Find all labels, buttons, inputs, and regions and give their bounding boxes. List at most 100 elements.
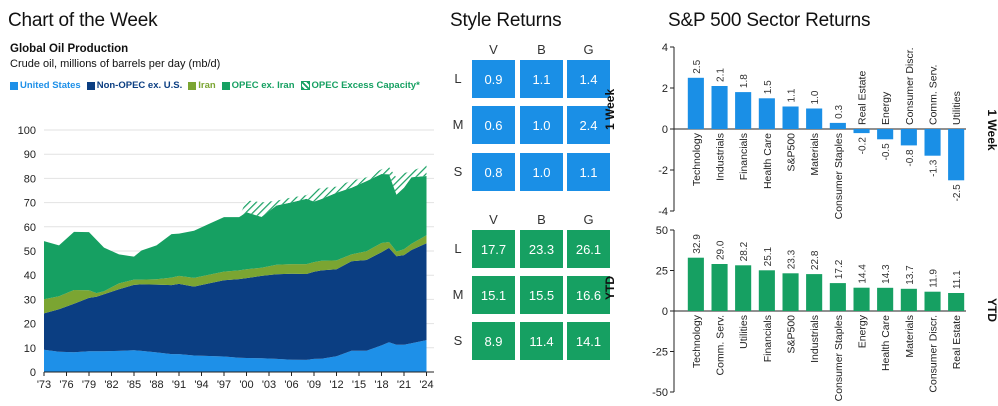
oil-chart-legend: United States Non-OPEC ex. U.S. Iran OPEC e… <box>10 80 420 91</box>
sector-ytd-bar-materials <box>900 288 917 311</box>
sector-ytd-category-label: S&P500 <box>786 315 798 354</box>
style-ytd-cell: 23.3 <box>520 230 563 268</box>
sector-ytd-y-tick-label: 0 <box>662 306 668 318</box>
sector-ytd-y-tick-label: 50 <box>656 225 668 237</box>
sector-ytd-value-label: 11.1 <box>952 270 963 289</box>
sector-week-category-label: Consumer Staples <box>833 133 845 219</box>
style-week-cell: 0.6 <box>472 106 515 144</box>
style-week-row-header: M <box>452 117 464 132</box>
oil-y-tick-label: 20 <box>24 319 36 331</box>
sector-week-y-tick-label: -2 <box>658 165 668 177</box>
style-week-cell: 1.0 <box>520 106 563 144</box>
oil-area-opec-excess-capacity <box>44 165 427 257</box>
style-ytd-col-header: G <box>583 212 594 227</box>
style-ytd-cell: 26.1 <box>567 230 610 268</box>
sector-ytd-value-label: 13.7 <box>905 265 916 285</box>
sector-ytd-value-label: 14.4 <box>858 264 869 284</box>
sector-ytd-bar-s-p500 <box>782 273 799 311</box>
oil-area-opec-ex-iran <box>44 174 427 300</box>
oil-x-tick-label: '91 <box>172 379 186 391</box>
style-week-row-header: L <box>454 71 462 86</box>
oil-x-tick-label: '09 <box>307 379 321 391</box>
sector-week-value-label: -0.2 <box>858 137 869 155</box>
sector-ytd-category-label: Utilities <box>738 315 750 349</box>
sector-week-value-label: 1.0 <box>810 90 821 104</box>
sector-week-bar-comm-serv <box>924 129 941 156</box>
oil-y-tick-label: 0 <box>30 367 36 379</box>
style-week-cell: 1.1 <box>567 153 610 191</box>
sector-ytd-bar-utilities <box>735 265 752 311</box>
sector-ytd-bar-consumer-discr <box>924 291 941 311</box>
sector-ytd-y-tick-label: -50 <box>652 387 668 399</box>
oil-chart-unit-label: Crude oil, millions of barrels per day (… <box>10 58 221 70</box>
sector-week-category-label: Technology <box>691 132 703 186</box>
sector-week-bar-consumer-discr <box>900 129 917 146</box>
oil-x-tick-label: '88 <box>149 379 163 391</box>
sector-ytd-value-label: 14.3 <box>881 264 892 284</box>
sector-week-side-label: 1 Week <box>985 109 998 150</box>
sector-returns-chart: -4 -2 0 2 4 2.5 Technology 2.1 Industrials 1.8 Fin… <box>652 42 998 401</box>
sector-week-y-tick-label: -4 <box>658 206 668 218</box>
sector-ytd-category-label: Industrials <box>809 315 821 363</box>
oil-y-tick-label: 50 <box>24 246 36 258</box>
legend-label: OPEC ex. Iran <box>231 80 295 91</box>
style-ytd-cell: 17.7 <box>472 230 515 268</box>
sector-week-bar-utilities <box>948 129 965 181</box>
sector-ytd-value-label: 22.8 <box>810 250 821 270</box>
oil-x-tick-label: '21 <box>397 379 411 391</box>
sector-ytd-value-label: 17.2 <box>834 259 845 279</box>
legend-item-opec-excess-capacity: OPEC Excess Capacity* <box>300 80 420 91</box>
style-week-col-header: V <box>489 42 498 57</box>
oil-x-tick-label: '15 <box>352 379 366 391</box>
style-ytd-cell: 16.6 <box>567 276 610 314</box>
oil-x-tick-label: '97 <box>217 379 231 391</box>
style-week-side-label: 1 Week <box>603 88 617 130</box>
sector-ytd-category-label: Energy <box>857 314 869 348</box>
legend-label: United States <box>20 80 81 91</box>
legend-label: Non-OPEC ex. U.S. <box>96 80 183 91</box>
legend-swatch <box>188 81 197 90</box>
sector-returns-title: S&P 500 Sector Returns <box>668 10 871 31</box>
legend-item-non-opec-ex-u-s: Non-OPEC ex. U.S. <box>86 80 183 91</box>
legend-item-united-states: United States <box>10 80 81 91</box>
sector-ytd-bar-consumer-staples <box>829 283 846 311</box>
style-week-cell: 1.0 <box>520 153 563 191</box>
sector-week-category-label: Energy <box>880 91 892 125</box>
oil-x-tick-label: '73 <box>37 379 51 391</box>
oil-x-tick-label: '79 <box>82 379 96 391</box>
oil-area-non-opec-ex-u-s <box>44 243 427 360</box>
style-week-cell: 0.9 <box>472 60 515 98</box>
style-ytd-row-header: L <box>454 241 462 256</box>
oil-x-tick-label: '76 <box>59 379 73 391</box>
sector-week-category-label: Comm. Serv. <box>928 65 940 125</box>
sector-week-bar-materials <box>806 108 823 129</box>
oil-x-tick-label: '06 <box>284 379 298 391</box>
oil-x-tick-label: '24 <box>419 379 433 391</box>
legend-item-opec-ex-iran: OPEC ex. Iran <box>221 80 295 91</box>
sector-ytd-value-label: 28.2 <box>739 241 750 261</box>
sector-ytd-category-label: Financials <box>762 315 774 362</box>
sector-ytd-value-label: 11.9 <box>929 269 940 288</box>
sector-week-value-label: 1.8 <box>739 74 750 88</box>
oil-y-tick-label: 60 <box>24 222 36 234</box>
oil-y-tick-label: 80 <box>24 173 36 185</box>
sector-week-category-label: Industrials <box>715 133 727 181</box>
style-ytd-side-label: YTD <box>603 276 617 300</box>
sector-week-category-label: Health Care <box>762 133 774 189</box>
oil-x-tick-label: '12 <box>329 379 343 391</box>
oil-y-tick-label: 30 <box>24 294 36 306</box>
legend-item-iran: Iran <box>188 80 216 91</box>
oil-x-tick-label: '85 <box>127 379 141 391</box>
sector-week-category-label: Financials <box>738 133 750 180</box>
sector-week-category-label: Consumer Discr. <box>904 47 916 125</box>
sector-ytd-bar-financials <box>758 270 775 311</box>
sector-week-bar-consumer-staples <box>829 122 846 129</box>
sector-ytd-bar-technology <box>687 257 704 311</box>
style-week-cell: 0.8 <box>472 153 515 191</box>
oil-y-tick-label: 90 <box>24 149 36 161</box>
sector-ytd-bar-industrials <box>806 274 823 311</box>
sector-ytd-side-label: YTD <box>985 298 998 322</box>
oil-x-tick-label: '03 <box>262 379 276 391</box>
sector-week-bar-real-estate <box>853 129 870 134</box>
oil-area-iran <box>44 235 427 314</box>
